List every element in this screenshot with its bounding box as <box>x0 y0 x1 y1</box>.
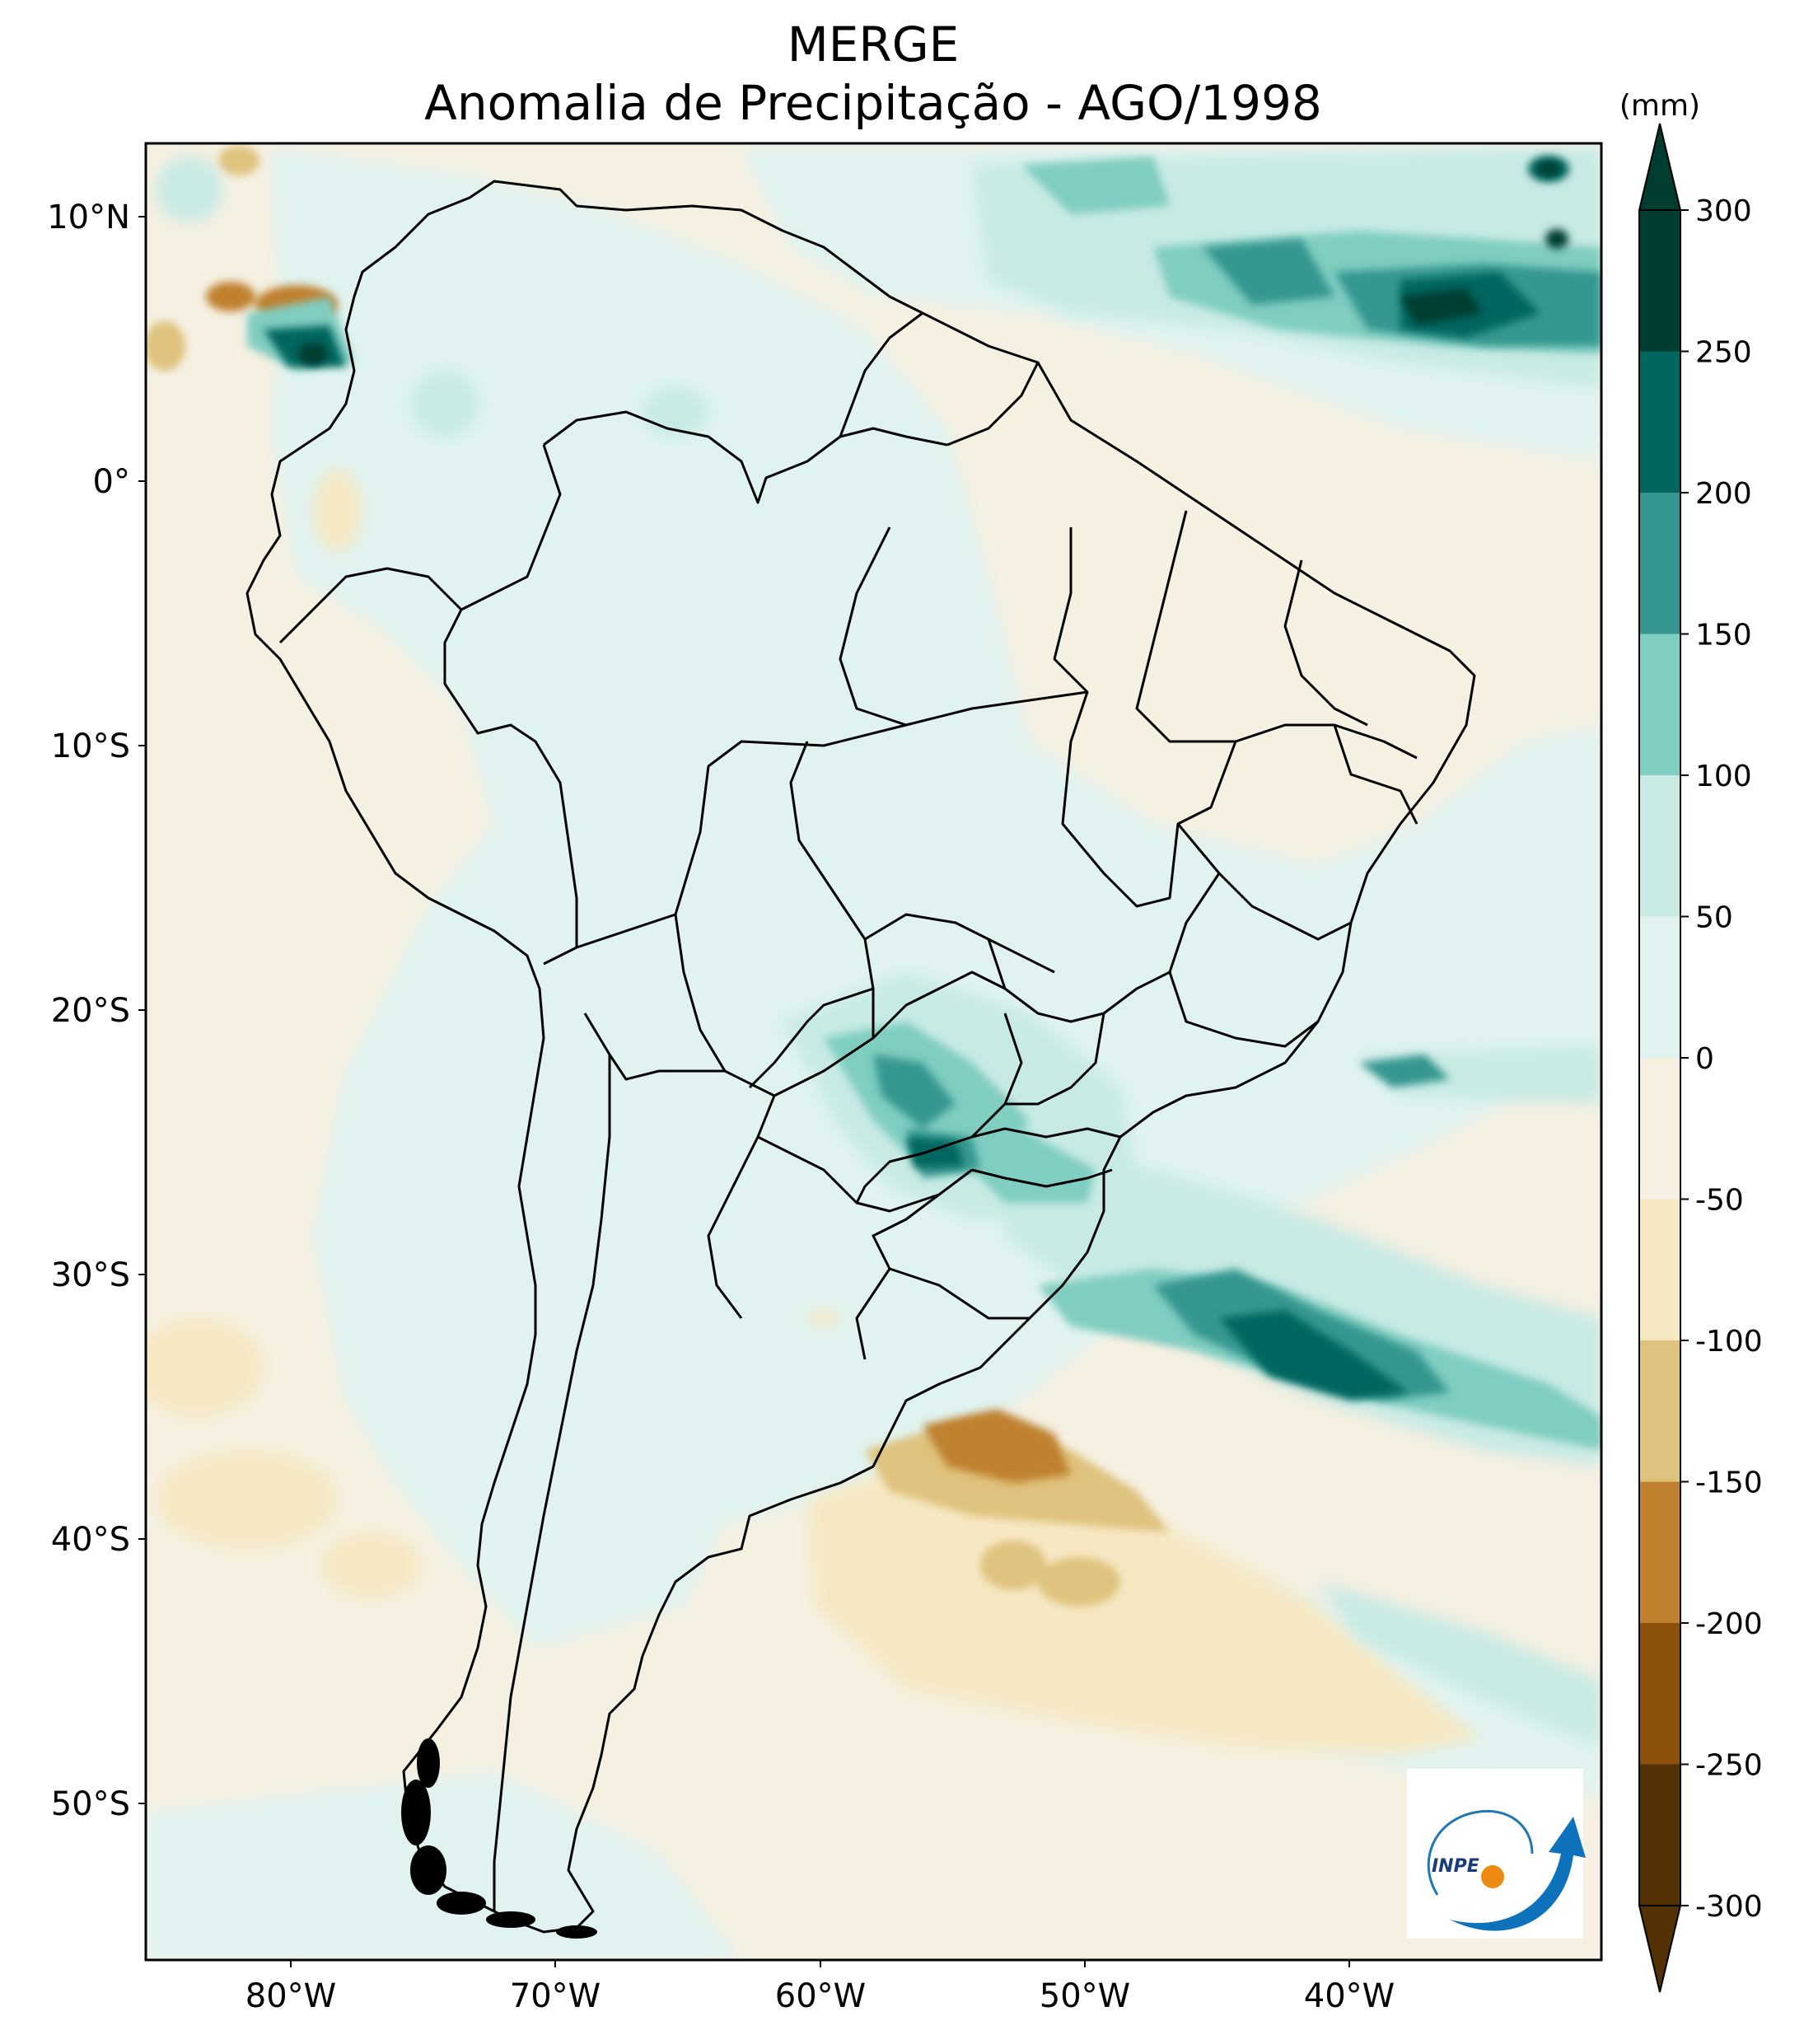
colorbar-cell <box>1639 775 1680 917</box>
lat-tick-label: 30°S <box>51 1256 130 1294</box>
colorbar-cell <box>1639 1199 1680 1341</box>
lat-tick-label: 10°N <box>47 199 130 236</box>
colorbar-cell <box>1639 1058 1680 1200</box>
lat-tick-label: 50°S <box>51 1785 130 1823</box>
logo-text: INPE <box>1432 1856 1479 1877</box>
southern-islands <box>401 1738 597 1939</box>
logo-background <box>1407 1769 1583 1939</box>
lat-tick-label: 0° <box>93 463 130 501</box>
continent-outline <box>245 180 1476 1934</box>
lon-tick-label: 50°W <box>1040 1977 1130 2015</box>
colorbar-cell <box>1639 1623 1680 1765</box>
colorbar-tick-label: -200 <box>1695 1607 1763 1641</box>
field-neg50-100 <box>146 470 1483 1755</box>
map-frame <box>144 142 1603 1962</box>
anomaly-field <box>146 143 1601 1960</box>
colorbar-tick-label: -100 <box>1695 1325 1763 1359</box>
colorbar-cell <box>1639 916 1680 1059</box>
lat-tick-label: 10°S <box>51 727 130 765</box>
colorbar-extend-max <box>1638 123 1682 211</box>
colorbar-tick-label: 50 <box>1695 901 1733 935</box>
lat-axis: 10°N 0° 10°S 20°S 30°S 40°S 50°S <box>47 199 146 1823</box>
lon-tick-label: 80°W <box>245 1977 336 2015</box>
lat-tick-label: 20°S <box>51 992 130 1030</box>
lon-axis: 80°W 70°W 60°W 50°W 40°W <box>245 1960 1395 2015</box>
map-title: MERGE <box>787 16 960 72</box>
map-subtitle: Anomalia de Precipitação - AGO/1998 <box>424 75 1322 131</box>
colorbar-tick-label: 250 <box>1695 336 1752 370</box>
colorbar-tick-label: -300 <box>1695 1890 1763 1924</box>
colorbar: (mm) 300 250 200 150 100 50 0 -50 -100 -150 -200 -2… <box>1619 89 1763 1993</box>
colorbar-cell <box>1639 1481 1680 1624</box>
logo-swoosh <box>1450 1817 1586 1931</box>
lon-tick-label: 40°W <box>1304 1977 1395 2015</box>
inpe-logo: INPE <box>1407 1769 1586 1939</box>
logo-arc <box>1427 1810 1534 1896</box>
colorbar-tick-label: 0 <box>1695 1042 1714 1076</box>
lon-tick-label: 60°W <box>775 1977 866 2015</box>
colorbar-tick-label: -150 <box>1695 1466 1763 1500</box>
colorbar-tick-label: 100 <box>1695 760 1752 793</box>
colorbar-cell <box>1639 210 1680 352</box>
field-250-300 <box>298 161 1568 366</box>
colorbar-cell <box>1639 493 1680 634</box>
colorbar-cell <box>1639 634 1680 776</box>
colorbar-cell <box>1639 1340 1680 1482</box>
colorbar-tick-label: -250 <box>1695 1749 1763 1783</box>
colorbar-tick-label: -50 <box>1695 1184 1744 1218</box>
logo-dot <box>1481 1865 1504 1888</box>
colorbar-cell <box>1639 351 1680 493</box>
colorbar-cell <box>1639 1764 1680 1906</box>
lon-tick-label: 70°W <box>510 1977 601 2015</box>
colorbar-tick-label: 150 <box>1695 619 1752 652</box>
colorbar-unit: (mm) <box>1619 89 1700 123</box>
colorbar-extend-min <box>1638 1905 1682 1993</box>
colorbar-tick-label: 300 <box>1695 194 1752 228</box>
lat-tick-label: 40°S <box>51 1521 130 1559</box>
colorbar-tick-label: 200 <box>1695 477 1752 511</box>
